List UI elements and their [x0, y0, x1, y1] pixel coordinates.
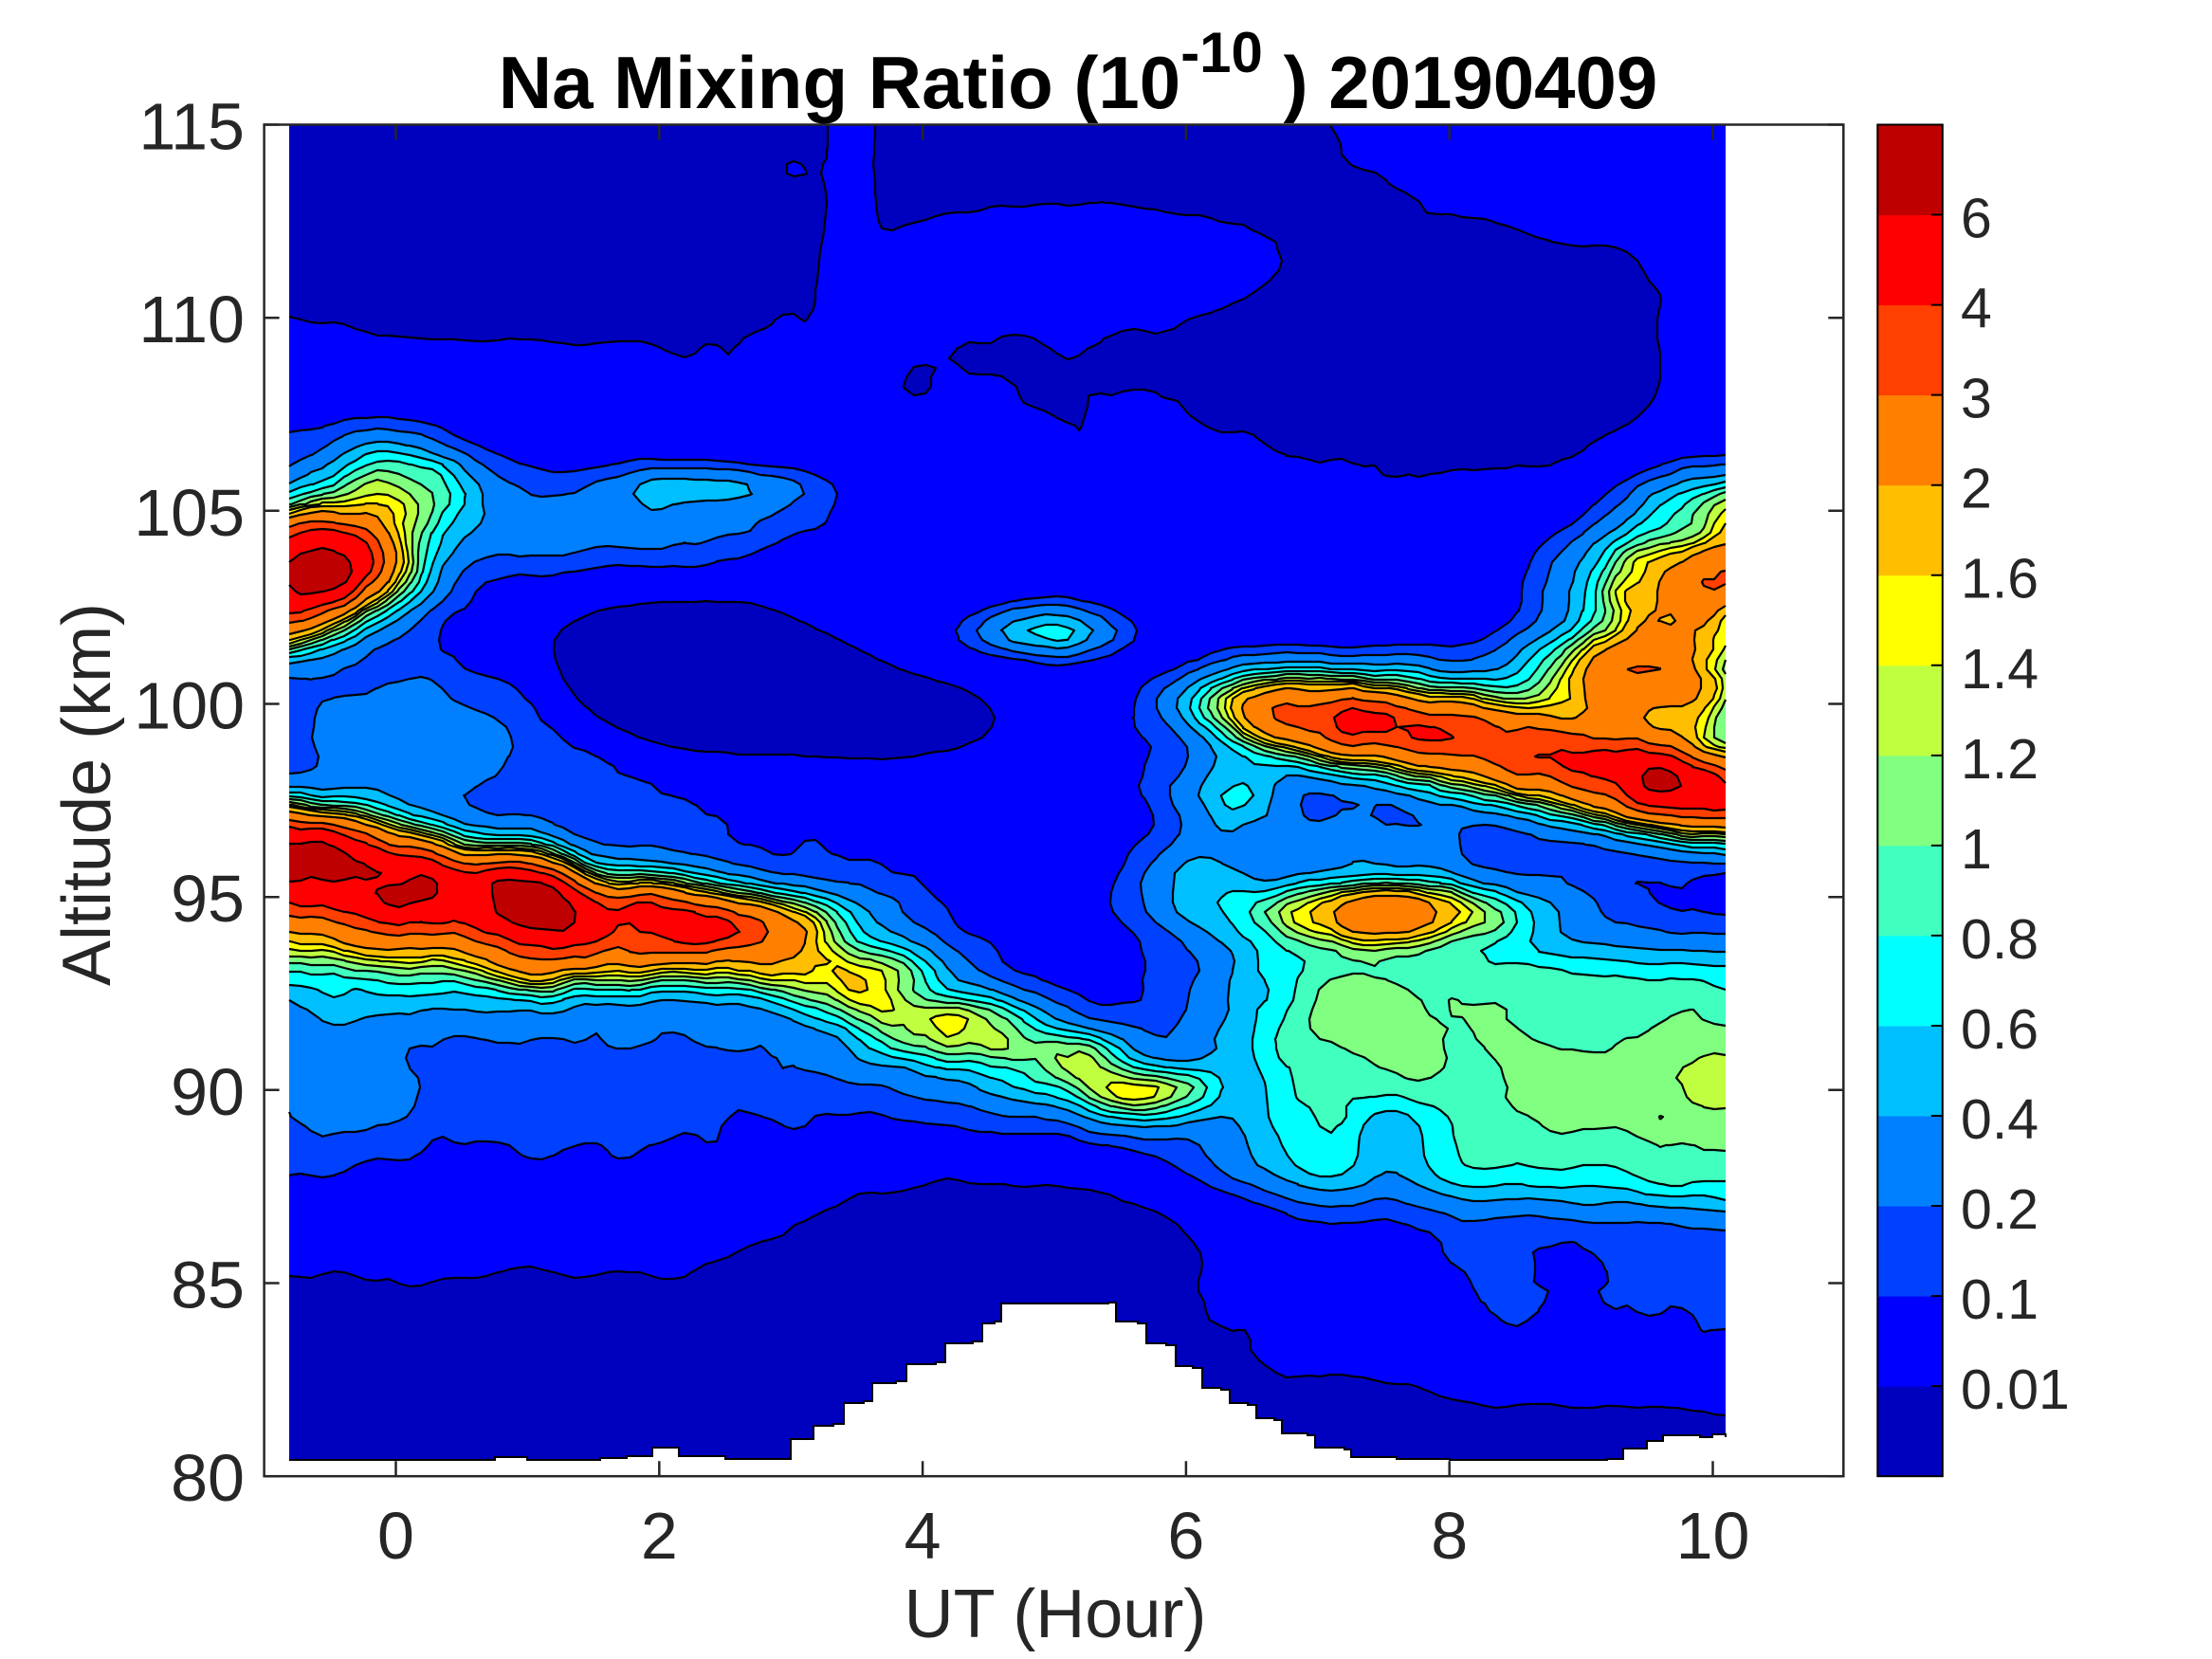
svg-text:3: 3: [1961, 368, 1992, 430]
svg-text:0.6: 0.6: [1961, 998, 2038, 1061]
svg-text:0: 0: [377, 1499, 414, 1573]
svg-text:1.2: 1.2: [1961, 728, 2038, 791]
svg-text:6: 6: [1167, 1499, 1204, 1573]
svg-text:4: 4: [905, 1499, 941, 1573]
svg-text:80: 80: [171, 1441, 245, 1515]
svg-text:105: 105: [134, 476, 245, 550]
svg-text:90: 90: [171, 1055, 245, 1129]
svg-text:6: 6: [1961, 188, 1992, 250]
svg-text:115: 115: [138, 90, 245, 164]
svg-text:95: 95: [171, 862, 245, 936]
svg-text:1: 1: [1961, 818, 1992, 881]
svg-text:4: 4: [1961, 278, 1992, 340]
svg-text:0.01: 0.01: [1961, 1358, 2070, 1421]
svg-text:1.6: 1.6: [1961, 548, 2038, 611]
svg-text:85: 85: [171, 1249, 245, 1322]
svg-text:UT (Hour): UT (Hour): [905, 1577, 1207, 1652]
svg-text:0.1: 0.1: [1961, 1268, 2038, 1331]
svg-text:1.4: 1.4: [1961, 638, 2038, 701]
svg-text:100: 100: [134, 669, 245, 743]
svg-text:10: 10: [1676, 1499, 1750, 1573]
svg-text:0.8: 0.8: [1961, 908, 2038, 971]
svg-text:8: 8: [1431, 1499, 1468, 1573]
svg-text:Altitude (km): Altitude (km): [49, 603, 125, 986]
svg-text:110: 110: [138, 283, 245, 356]
svg-text:0.2: 0.2: [1961, 1178, 2038, 1241]
svg-text:0.4: 0.4: [1961, 1088, 2038, 1151]
svg-text:2: 2: [1961, 458, 1992, 520]
svg-text:2: 2: [641, 1499, 678, 1573]
